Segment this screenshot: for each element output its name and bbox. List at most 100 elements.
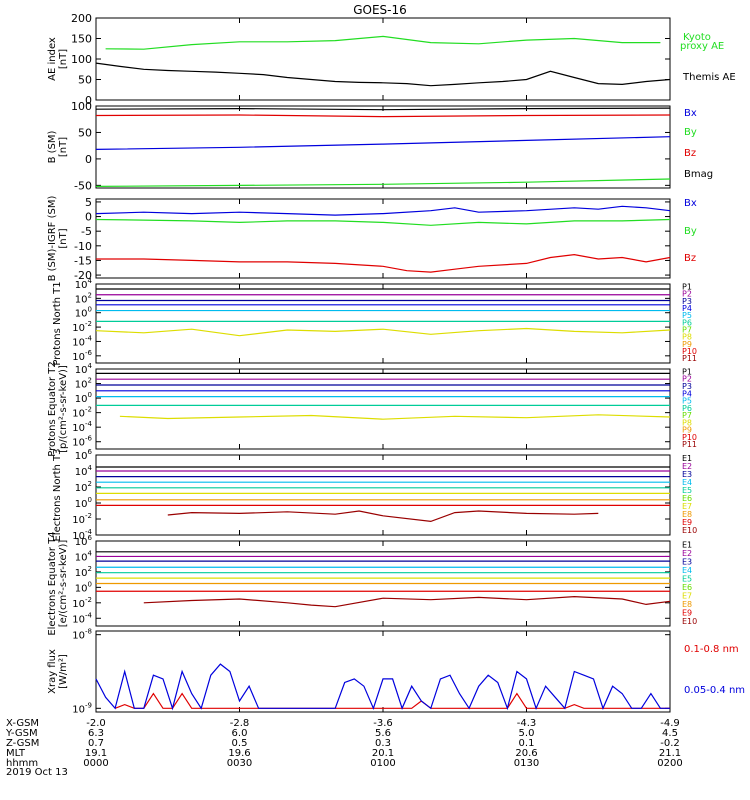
legend-p2: P2 [682, 290, 692, 299]
y-axis-label: B (SM)-IGRF (SM)[nT] [47, 196, 69, 282]
y-axis-label: Electrons Equator T4[e/(cm²-s-sr-keV)] [47, 531, 69, 635]
legend-e10: E10 [682, 526, 697, 535]
y-tick-label: 102 [75, 565, 92, 579]
legend-bz: Bz [684, 253, 696, 264]
legend-e9: E9 [682, 608, 692, 617]
ephemeris-label: MLT [6, 748, 26, 759]
y-tick-label: 5 [85, 196, 92, 209]
y-tick-exponent: 0 [88, 580, 92, 588]
legend-e4: E4 [682, 566, 692, 575]
panel-3: 5 0-5 -10-15 -20 B (SM)-IGRF (SM)[nT] Bx By Bz [47, 196, 697, 283]
legend-p8: P8 [682, 418, 692, 427]
ephemeris-value: 0.3 [375, 738, 391, 749]
y-tick-label: -20 [74, 269, 92, 282]
legend-e5: E5 [682, 486, 692, 495]
y-tick-exponent: 6 [88, 534, 93, 542]
panel-frame [95, 283, 671, 364]
y-tick-exponent: 0 [88, 306, 92, 314]
legend-p10: P10 [682, 347, 697, 356]
y-axis-label-line: B (SM) [47, 130, 58, 163]
y-tick-label: 0 [85, 211, 92, 224]
y-axis-label-line: [p/(cm²-s-sr-keV)] [58, 365, 69, 453]
y-axis-label-line: [nT] [58, 137, 69, 157]
legend-p1: P1 [682, 367, 692, 376]
y-tick-label: 100 [71, 100, 92, 113]
y-tick-exponent: 4 [88, 464, 93, 472]
ephemeris-value: 0200 [657, 758, 682, 769]
legend-p4: P4 [682, 389, 692, 398]
y-axis-label-line: Protons Equator T2 [47, 361, 58, 457]
panel-frame [95, 368, 671, 450]
legend-p7: P7 [682, 411, 692, 420]
y-axis-label-line: [nT] [58, 228, 69, 248]
ephemeris-value: 6.0 [232, 728, 248, 739]
legend-e1: E1 [682, 454, 692, 463]
series-p7 [119, 414, 671, 420]
date-label: 2019 Oct 13 [6, 767, 68, 778]
legend-0-1-0-8-nm: 0.1-0.8 nm [684, 644, 739, 655]
legend-e7: E7 [682, 591, 692, 600]
y-tick-label: -10 [74, 240, 92, 253]
y-tick-exponent: 0 [88, 496, 92, 504]
y-tick-exponent: -2 [85, 406, 92, 414]
y-tick-label: 100 [71, 53, 92, 66]
series-bx [95, 205, 671, 216]
y-tick-label: 10-8 [72, 628, 92, 642]
series-bz [95, 114, 671, 118]
y-tick-exponent: -2 [85, 596, 92, 604]
legend-e10: E10 [682, 617, 697, 626]
y-tick-label: 100 [75, 496, 92, 510]
y-axis-label-line: Electrons Equator T4 [47, 531, 58, 635]
legend-p8: P8 [682, 333, 692, 342]
legend-e3: E3 [682, 470, 692, 479]
y-tick-label: 100 [75, 306, 92, 320]
y-tick-exponent: 2 [88, 480, 92, 488]
ephemeris-value: 0.1 [519, 738, 535, 749]
legend-p6: P6 [682, 404, 692, 413]
ephemeris-label: X-GSM [6, 718, 39, 729]
y-tick-exponent: -8 [85, 628, 92, 636]
y-tick-exponent: -4 [85, 528, 93, 536]
legend-e8: E8 [682, 510, 692, 519]
legend-bx: Bx [684, 198, 697, 209]
legend-p2: P2 [682, 375, 692, 384]
ephemeris-value: 0100 [370, 758, 395, 769]
series-bz [96, 253, 671, 273]
ephemeris-value: -0.2 [660, 738, 680, 749]
y-tick-label: 106 [75, 534, 93, 548]
y-tick-exponent: 4 [88, 277, 93, 285]
y-axis-label: B (SM)[nT] [47, 130, 69, 163]
ephemeris-label: Z-GSM [6, 738, 39, 749]
y-tick-exponent: 6 [88, 448, 93, 456]
legend-e2: E2 [682, 549, 692, 558]
y-tick-exponent: -4 [85, 334, 93, 342]
ephemeris-value: 0.7 [88, 738, 104, 749]
y-axis-label: Xray flux[W/m²] [47, 649, 69, 694]
ephemeris-value: 19.1 [85, 748, 107, 759]
legend-p5: P5 [682, 397, 692, 406]
legend-bx: Bx [684, 108, 697, 119]
series-e9 [143, 595, 671, 608]
y-tick-exponent: -6 [85, 435, 93, 443]
ephemeris-value: 5.0 [519, 728, 535, 739]
legend-e5: E5 [682, 574, 692, 583]
legend-e6: E6 [682, 583, 692, 592]
y-axis-label: AE index[nT] [47, 37, 69, 81]
legend-p7: P7 [682, 325, 692, 334]
ephemeris-value: 21.1 [659, 748, 681, 759]
legend-p9: P9 [682, 426, 692, 435]
legend-e6: E6 [682, 494, 692, 503]
ephemeris-value: -2.0 [86, 718, 106, 729]
legend-e8: E8 [682, 600, 692, 609]
legend-p3: P3 [682, 382, 692, 391]
y-tick-label: 100 [75, 580, 92, 594]
y-tick-label: 150 [71, 33, 92, 46]
legend-p9: P9 [682, 340, 692, 349]
ephemeris-value: 20.6 [515, 748, 537, 759]
series-by [95, 178, 671, 187]
